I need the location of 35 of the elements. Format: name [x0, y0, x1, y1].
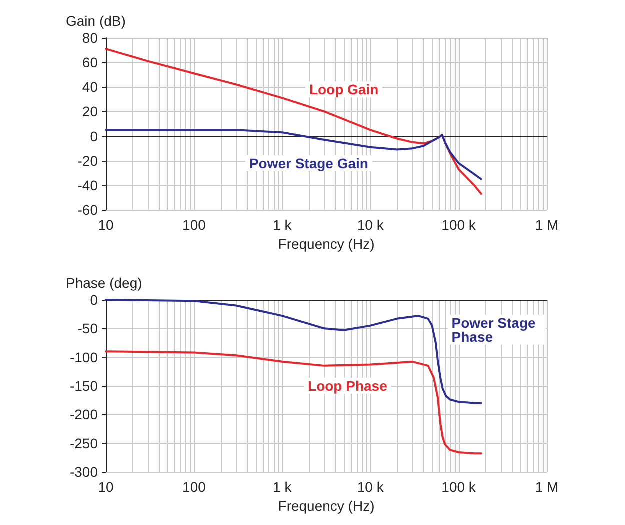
series-label: Loop Phase [308, 378, 388, 394]
y-tick-label: -150 [70, 378, 98, 394]
y-tick-label: -50 [78, 320, 98, 337]
x-tick-label: 100 [182, 217, 206, 233]
y-tick-label: -200 [70, 406, 98, 423]
x-tick-label: 1 k [273, 479, 293, 495]
x-tick-label: 10 [98, 217, 114, 233]
x-tick-label: 1 M [535, 479, 559, 495]
x-tick-label: 1 k [273, 217, 293, 233]
y-tick-label: 0 [90, 292, 98, 308]
x-tick-label: 100 k [442, 217, 477, 233]
y-tick-label: -100 [70, 349, 98, 366]
x-tick-label: 10 k [357, 217, 385, 233]
x-tick-label: 10 [98, 479, 114, 495]
series-label: Power Stage Gain [249, 155, 368, 172]
x-tick-label: 1 M [535, 217, 559, 233]
y-tick-label: 80 [82, 30, 98, 46]
y-tick-label: 0 [90, 128, 98, 144]
x-axis-title: Frequency (Hz) [278, 498, 375, 514]
x-axis-title: Frequency (Hz) [278, 236, 375, 252]
y-tick-label: 60 [82, 54, 98, 71]
y-axis-title: Phase (deg) [66, 275, 142, 291]
series-label: Power Stage Phase [452, 314, 540, 345]
x-tick-label: 100 [182, 479, 206, 495]
series-label: Loop Gain [309, 82, 379, 98]
y-tick-label: -60 [78, 202, 98, 218]
y-tick-label: -250 [70, 435, 98, 452]
y-tick-label: 40 [82, 79, 98, 96]
x-tick-label: 100 k [442, 479, 477, 495]
y-tick-label: -40 [78, 177, 98, 194]
y-axis-title: Gain (dB) [66, 13, 126, 29]
y-tick-label: -20 [78, 152, 98, 169]
y-tick-label: 20 [82, 104, 98, 120]
x-tick-label: 10 k [357, 479, 385, 495]
y-tick-label: -300 [70, 464, 98, 480]
